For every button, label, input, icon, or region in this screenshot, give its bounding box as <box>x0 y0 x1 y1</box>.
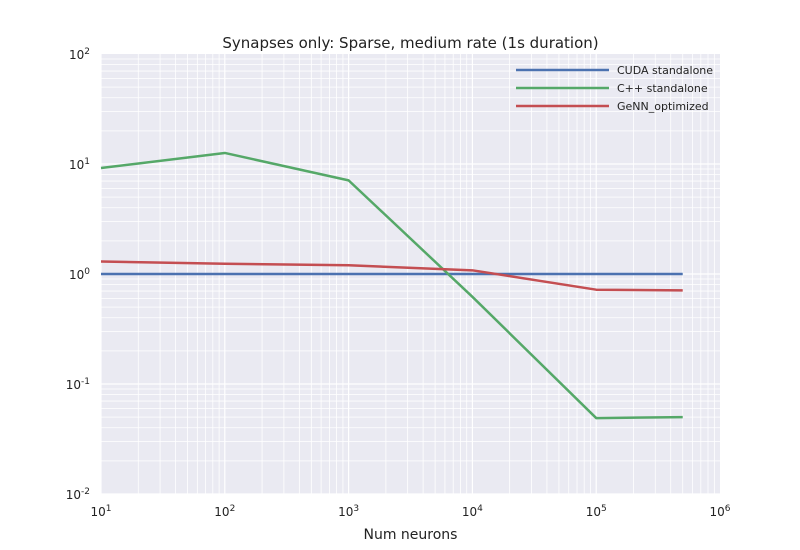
x-tick-label: 104 <box>462 504 483 519</box>
x-tick-label: 102 <box>214 504 235 519</box>
legend-label-c-standalone: C++ standalone <box>617 82 708 95</box>
series-line-c-standalone <box>100 151 683 420</box>
series-line-genn-optimized <box>100 260 683 292</box>
y-tick-label: 102 <box>69 47 90 62</box>
y-tick-label: 100 <box>69 267 90 282</box>
y-tick-label: 10-1 <box>66 377 90 392</box>
x-tick-label: 101 <box>90 504 111 519</box>
legend-label-genn-optimized: GeNN_optimized <box>617 100 709 113</box>
y-tick-label: 101 <box>69 157 90 172</box>
y-tick-labels: 10-2 10-1 100 101 102 <box>66 47 91 502</box>
legend-label-cuda-standalone: CUDA standalone <box>617 64 713 77</box>
x-tick-label: 103 <box>338 504 359 519</box>
x-tick-labels: 101 102 103 104 105 106 <box>90 504 730 519</box>
x-axis-label: Num neurons <box>364 527 458 543</box>
y-tick-label: 10-2 <box>66 487 90 502</box>
x-tick-label: 106 <box>709 504 730 519</box>
chart-title: Synapses only: Sparse, medium rate (1s d… <box>222 34 598 52</box>
series-layer <box>100 151 683 420</box>
x-tick-label: 105 <box>586 504 607 519</box>
legend: CUDA standalone C++ standalone GeNN_optimi… <box>516 64 713 113</box>
